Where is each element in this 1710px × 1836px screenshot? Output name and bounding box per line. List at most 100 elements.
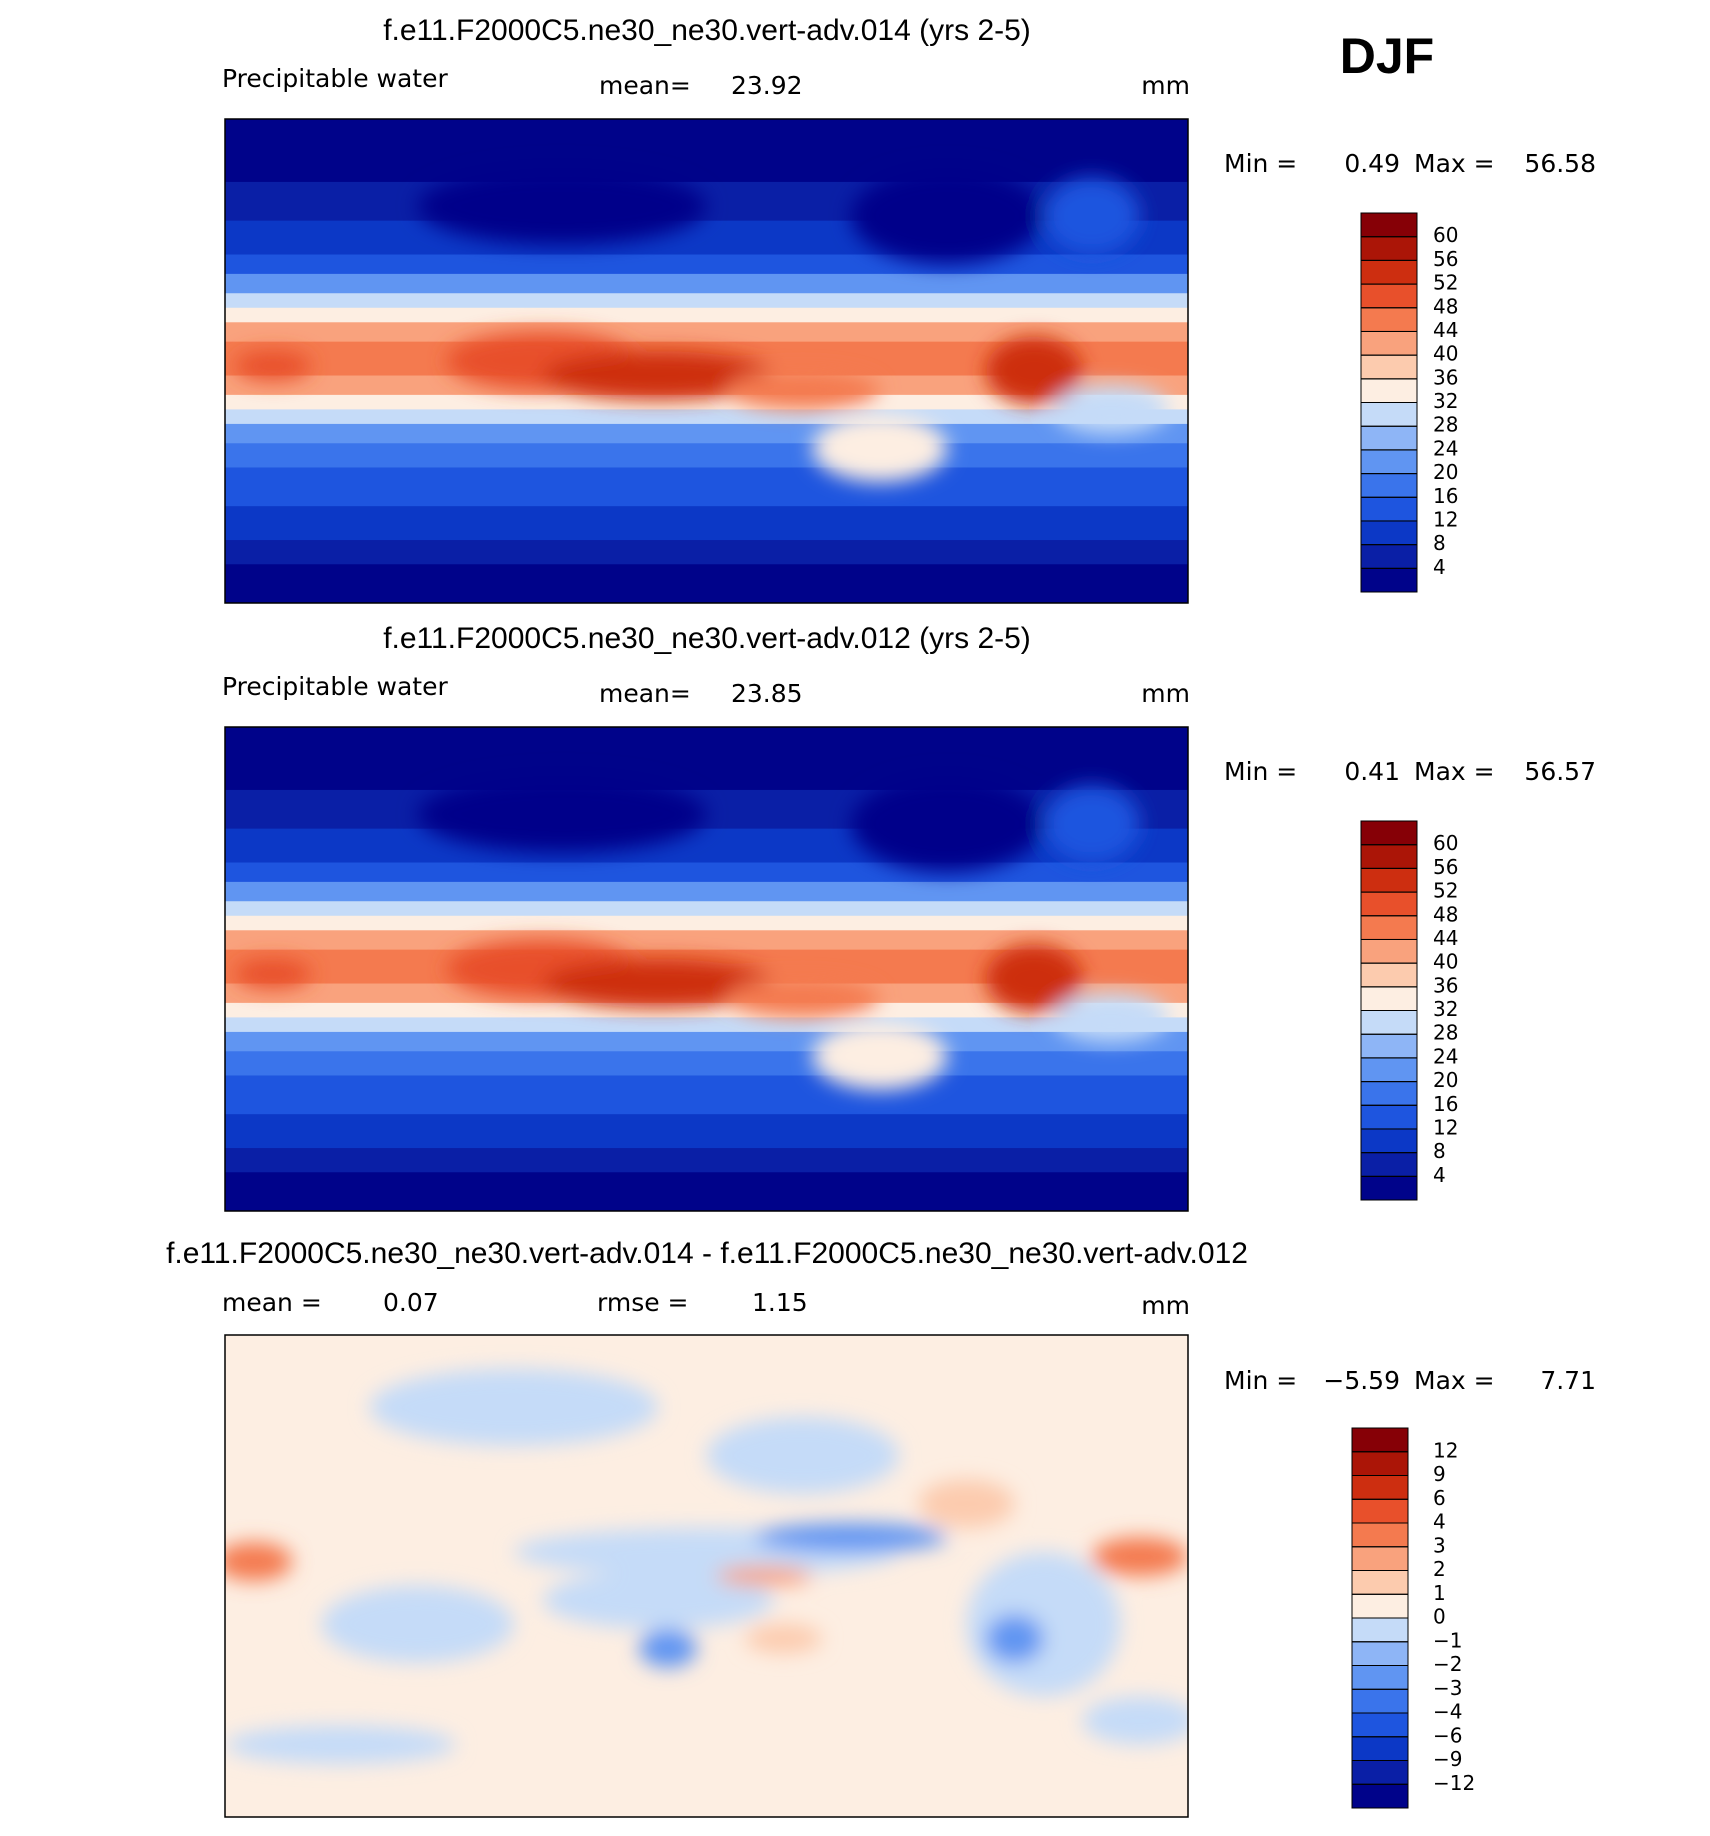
- map-blob: [850, 775, 1044, 873]
- map-band: [225, 220, 1188, 256]
- map-field: [225, 727, 1188, 1211]
- colorbar-label: 32: [1433, 389, 1458, 413]
- max-value: 56.57: [1524, 757, 1596, 786]
- colorbar-box: [1360, 354, 1418, 380]
- colorbar-box: [1351, 1736, 1409, 1761]
- units-label: mm: [1141, 1291, 1190, 1320]
- map-blob: [1091, 1537, 1188, 1576]
- map-band: [225, 181, 1188, 222]
- map-blob: [542, 959, 774, 1008]
- map-band: [225, 467, 1188, 508]
- units-label: mm: [1141, 679, 1190, 708]
- colorbar-label: 56: [1433, 247, 1458, 271]
- colorbar-label: 8: [1433, 1139, 1446, 1163]
- map-band: [225, 307, 1188, 324]
- map-band: [225, 828, 1188, 864]
- rmse-value: 1.15: [752, 1288, 808, 1317]
- map-blob: [725, 370, 880, 410]
- colorbar-label: 52: [1433, 879, 1458, 903]
- colorbar-box: [1360, 1081, 1418, 1106]
- map-blob: [639, 1629, 697, 1668]
- map-frame: [224, 726, 1189, 1212]
- map-band: [225, 881, 1188, 903]
- colorbar-label: 12: [1433, 1115, 1458, 1139]
- variable-label: Precipitable water: [222, 64, 448, 93]
- colorbar-box: [1351, 1712, 1409, 1738]
- colorbar-box: [1351, 1641, 1409, 1666]
- colorbar-label: 16: [1433, 484, 1458, 508]
- colorbar-box: [1351, 1570, 1409, 1595]
- colorbar-label: −6: [1433, 1723, 1462, 1747]
- map-band: [225, 273, 1188, 295]
- colorbar-label: 44: [1433, 926, 1458, 950]
- map-band: [225, 409, 1188, 425]
- colorbar-box: [1360, 844, 1418, 869]
- map-blob: [225, 1725, 457, 1764]
- colorbar-label: −1: [1433, 1628, 1462, 1652]
- variable-label: Precipitable water: [222, 672, 448, 701]
- map-blob: [234, 351, 312, 381]
- colorbar-box: [1360, 425, 1418, 451]
- panel-title: f.e11.F2000C5.ne30_ne30.vert-adv.014 (yr…: [383, 14, 1031, 47]
- map-blob: [1043, 177, 1140, 255]
- map-band: [225, 930, 1188, 951]
- colorbar-box: [1360, 1010, 1418, 1035]
- colorbar-label: 12: [1433, 1438, 1458, 1462]
- map-band: [225, 119, 1188, 183]
- colorbar-label: 9: [1433, 1462, 1446, 1486]
- map-blob: [542, 1571, 774, 1630]
- colorbar-box: [1351, 1546, 1409, 1571]
- colorbar-box: [1360, 867, 1418, 893]
- map-blobs: [234, 775, 1169, 1090]
- colorbar-box: [1351, 1665, 1409, 1690]
- colorbar-box: [1360, 891, 1418, 917]
- map-blob: [716, 1566, 813, 1586]
- colorbar-label: 52: [1433, 271, 1458, 295]
- map-blob: [966, 1551, 1121, 1697]
- colorbar-box: [1360, 259, 1418, 285]
- colorbar-box: [1351, 1783, 1409, 1809]
- min-label: Min =: [1224, 149, 1297, 178]
- map-band: [225, 443, 1188, 469]
- colorbar-box: [1360, 1057, 1418, 1083]
- colorbar-box: [1360, 496, 1418, 522]
- map-band: [225, 394, 1188, 411]
- map-band: [225, 423, 1188, 445]
- colorbar-box: [1351, 1617, 1409, 1643]
- map-band: [225, 322, 1188, 343]
- colorbar-label: −2: [1433, 1652, 1462, 1676]
- map-band: [225, 1075, 1188, 1116]
- map-blob: [725, 978, 880, 1018]
- colorbar-label: 2: [1433, 1557, 1446, 1581]
- colorbar-box: [1351, 1475, 1409, 1500]
- colorbar-label: 4: [1433, 1510, 1446, 1534]
- colorbar-label: 36: [1433, 973, 1458, 997]
- colorbar-box: [1351, 1498, 1409, 1524]
- map-band: [225, 1172, 1188, 1211]
- max-value: 7.71: [1540, 1366, 1596, 1395]
- colorbar-box: [1360, 1033, 1418, 1059]
- map-band: [225, 1002, 1188, 1019]
- map-band: [225, 727, 1188, 791]
- colorbar-label: 40: [1433, 342, 1458, 366]
- colorbar-label: 28: [1433, 413, 1458, 437]
- colorbar-box: [1360, 449, 1418, 475]
- map-blob: [1053, 993, 1169, 1042]
- colorbar-box: [1360, 283, 1418, 309]
- colorbar-box: [1351, 1688, 1409, 1714]
- map-blob: [225, 1542, 293, 1581]
- rmse-label: rmse =: [597, 1288, 689, 1317]
- map-frame: [224, 1334, 1189, 1818]
- colorbar-label: 28: [1433, 1021, 1458, 1045]
- map-band: [225, 293, 1188, 309]
- map-blob: [850, 167, 1044, 265]
- map-blob: [234, 959, 312, 989]
- colorbar-box: [1360, 1175, 1418, 1201]
- map-blob: [542, 351, 774, 400]
- colorbar-label: 12: [1433, 507, 1458, 531]
- map-band: [225, 1114, 1188, 1150]
- colorbar-box: [1360, 307, 1418, 332]
- map-band: [225, 506, 1188, 542]
- max-label: Max =: [1414, 1366, 1495, 1395]
